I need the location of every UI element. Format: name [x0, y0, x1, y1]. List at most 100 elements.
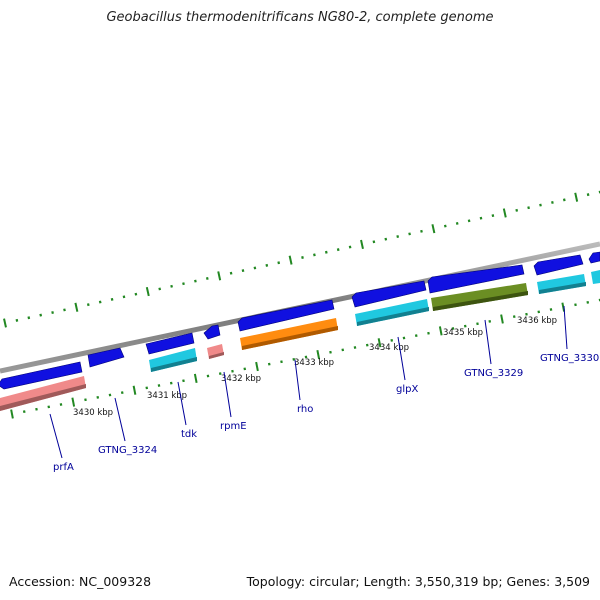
gene-label-tdk[interactable]: tdk	[181, 429, 197, 440]
gene-label-rpmE[interactable]: rpmE	[220, 421, 247, 432]
minor-tick	[205, 277, 209, 280]
minor-tick	[229, 271, 233, 275]
minor-tick	[301, 256, 304, 259]
topology-text: Topology: circular; Length: 3,550,319 bp…	[246, 574, 590, 589]
minor-tick	[467, 219, 471, 223]
cds-shadow	[433, 291, 528, 311]
label-leaders	[49, 305, 568, 459]
minor-tick	[527, 206, 530, 210]
map-title: Geobacillus thermodenitrificans NG80-2, …	[106, 10, 494, 25]
minor-tick	[194, 279, 197, 283]
major-tick	[193, 373, 198, 383]
minor-tick	[408, 232, 411, 236]
minor-tick	[122, 295, 126, 299]
minor-tick	[51, 311, 54, 314]
scale-label: 3433 kbp	[294, 358, 334, 368]
scale-label: 3436 kbp	[517, 316, 557, 326]
gene-label-rho[interactable]: rho	[297, 404, 313, 415]
cds-shadow	[0, 384, 86, 411]
minor-tick	[443, 224, 447, 228]
scale-label: 3430 kbp	[73, 408, 113, 418]
gene-arrow[interactable]	[533, 254, 584, 276]
gene-arrow[interactable]	[87, 347, 125, 368]
minor-tick	[277, 261, 281, 265]
major-tick	[377, 338, 382, 348]
major-tick	[74, 302, 79, 312]
cds-shadow	[151, 357, 197, 372]
minor-tick	[396, 235, 400, 238]
forward-strand-genes	[0, 251, 600, 390]
minor-tick	[539, 203, 542, 207]
minor-tick	[420, 229, 423, 233]
minor-tick	[158, 287, 162, 291]
minor-tick	[313, 253, 316, 257]
minor-tick	[253, 266, 257, 270]
minor-tick	[455, 221, 459, 225]
minor-tick	[98, 300, 102, 304]
gene-arrow[interactable]	[145, 332, 195, 355]
minor-tick	[63, 308, 66, 312]
major-tick	[316, 350, 321, 360]
cds-shadow	[539, 282, 586, 294]
minor-tick	[586, 193, 590, 197]
minor-tick	[27, 316, 31, 320]
cds-features	[0, 270, 600, 411]
minor-tick	[324, 250, 328, 254]
cds-shadow	[242, 326, 338, 350]
gene-arrow[interactable]	[427, 264, 525, 294]
gene-label-prfA[interactable]: prfA	[53, 462, 74, 473]
cds-shadow	[357, 307, 429, 326]
gene-arrow[interactable]	[203, 324, 221, 340]
major-tick	[132, 385, 137, 395]
scale-labels: 3430 kbp 3431 kbp 3432 kbp 3433 kbp 3434…	[73, 316, 557, 418]
gene-arrow[interactable]	[588, 251, 600, 264]
minor-tick	[562, 198, 566, 202]
major-tick	[574, 192, 579, 202]
minor-tick	[86, 303, 90, 307]
minor-tick	[479, 216, 483, 220]
major-tick	[71, 397, 76, 407]
major-tick	[10, 409, 14, 419]
minor-tick	[384, 237, 388, 241]
minor-tick	[372, 240, 376, 244]
major-tick	[502, 208, 507, 218]
inner-tick-ring	[10, 298, 600, 419]
minor-tick	[491, 214, 495, 218]
major-tick	[431, 224, 436, 234]
minor-tick	[170, 284, 173, 288]
minor-tick	[515, 208, 519, 212]
minor-tick	[336, 248, 340, 252]
scale-label: 3435 kbp	[443, 328, 483, 338]
major-tick	[3, 318, 7, 328]
gene-label-GTNG_3329[interactable]: GTNG_3329	[464, 368, 523, 379]
minor-tick	[110, 297, 114, 301]
minor-tick	[134, 292, 138, 296]
accession-text: Accession: NC_009328	[9, 574, 152, 589]
major-tick	[255, 361, 259, 372]
gene-arrow[interactable]	[237, 299, 335, 332]
gene-label-GTNG_3330[interactable]: GTNG_3330	[540, 353, 599, 364]
major-tick	[217, 271, 222, 281]
major-tick	[438, 326, 443, 336]
gene-label-GTNG_3324[interactable]: GTNG_3324	[98, 445, 157, 456]
major-tick	[145, 286, 150, 297]
major-tick	[360, 239, 364, 250]
gene-arrow[interactable]	[351, 280, 427, 308]
major-tick	[288, 255, 293, 265]
scale-label: 3434 kbp	[369, 343, 409, 353]
minor-tick	[551, 201, 554, 204]
gene-label-glpX[interactable]: glpX	[396, 384, 418, 395]
minor-tick	[348, 245, 352, 249]
minor-tick	[182, 282, 185, 286]
outer-tick-ring	[3, 190, 600, 328]
minor-tick	[39, 313, 43, 317]
scale-label: 3432 kbp	[221, 374, 261, 384]
minor-tick	[265, 263, 269, 267]
cds-edge[interactable]	[591, 270, 600, 284]
minor-tick	[15, 318, 19, 322]
gene-labels: prfA GTNG_3324 tdk rpmE rho glpX GTNG_33…	[53, 353, 599, 473]
minor-tick	[241, 269, 245, 273]
cds-shadow	[209, 352, 224, 359]
gene-arrow[interactable]	[0, 361, 83, 390]
